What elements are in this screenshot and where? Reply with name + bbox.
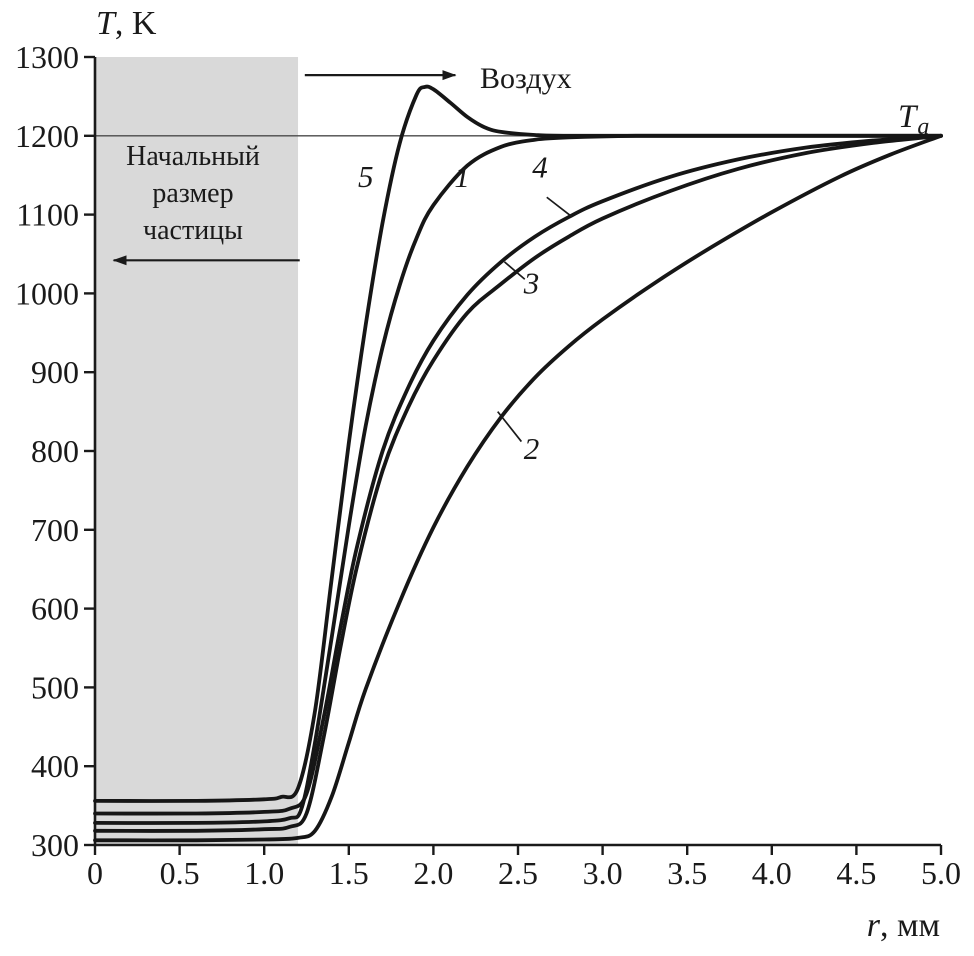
y-tick-label: 1300 — [15, 39, 79, 75]
curve-4 — [93, 133, 943, 816]
y-tick-label: 800 — [31, 433, 79, 469]
x-tick-label: 3.5 — [667, 855, 707, 891]
curve-3 — [93, 133, 943, 833]
y-tick-label: 400 — [31, 748, 79, 784]
curve-label-3: 3 — [523, 265, 540, 300]
y-tick-label: 600 — [31, 591, 79, 627]
x-tick-label: 1.5 — [329, 855, 369, 891]
x-axis-title: r, мм — [867, 907, 940, 944]
ambient-label-subscript: a — [917, 114, 929, 140]
y-axis-title-unit: , K — [115, 5, 157, 42]
curve-5 — [93, 84, 943, 803]
region-label-line-3: частицы — [143, 215, 243, 246]
curve-label-1: 1 — [454, 159, 470, 194]
y-tick-label: 900 — [31, 354, 79, 390]
x-tick-label: 4.5 — [836, 855, 876, 891]
x-tick-label: 0.5 — [160, 855, 200, 891]
curve-2 — [93, 133, 943, 843]
region-label-line-2: размер — [152, 178, 233, 209]
x-tick-label: 1.0 — [244, 855, 284, 891]
y-tick-label: 700 — [31, 512, 79, 548]
x-tick-label: 5.0 — [921, 855, 961, 891]
x-axis-title-unit: , мм — [880, 907, 940, 944]
chart-generated-layer: 300 400 500 600 700 800 900 1000 1100 1200 1300 0 0.… — [15, 39, 961, 891]
x-tick-label: 2.0 — [413, 855, 453, 891]
air-label: Воздух — [480, 62, 572, 95]
initial-particle-size-region — [95, 57, 299, 845]
y-tick-label: 500 — [31, 669, 79, 705]
curve-label-2: 2 — [524, 431, 540, 466]
ambient-temperature-label: Ta — [898, 99, 929, 140]
y-axis-title-symbol: T — [96, 5, 117, 42]
x-tick-label: 0 — [87, 855, 103, 891]
curve-label-4: 4 — [532, 150, 548, 185]
curve-label-leader-4 — [546, 196, 573, 218]
ambient-label-symbol: T — [898, 99, 919, 135]
y-tick-label: 1100 — [16, 197, 79, 233]
y-axis-title: T, K — [96, 5, 157, 42]
y-tick-label: 1000 — [15, 275, 79, 311]
x-tick-label: 4.0 — [752, 855, 792, 891]
curve-label-leader-2 — [497, 411, 523, 443]
x-tick-label: 2.5 — [498, 855, 538, 891]
x-tick-label: 3.0 — [583, 855, 623, 891]
curve-label-5: 5 — [358, 159, 374, 194]
y-tick-label: 1200 — [15, 118, 79, 154]
y-tick-label: 300 — [31, 827, 79, 863]
region-label-line-1: Начальный — [126, 141, 260, 172]
curve-label-leader-3 — [503, 261, 526, 280]
x-axis-title-symbol: r — [867, 907, 881, 944]
